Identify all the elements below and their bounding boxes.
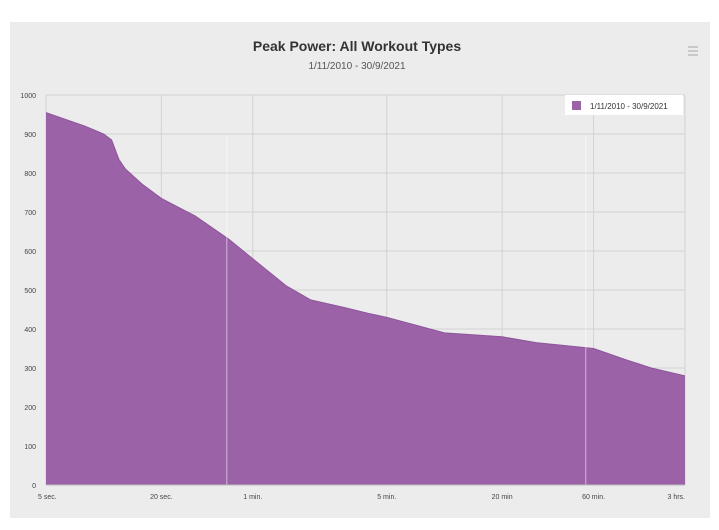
y-tick-label: 1000 xyxy=(20,93,36,100)
series-area-layer xyxy=(45,112,686,485)
x-tick-label: 5 sec. xyxy=(38,494,57,501)
y-tick-label: 300 xyxy=(24,366,36,373)
y-tick-label: 200 xyxy=(24,405,36,412)
x-tick-label: 20 sec. xyxy=(150,494,173,501)
x-tick-label: 1 min. xyxy=(243,494,262,501)
y-tick-label: 900 xyxy=(24,132,36,139)
x-tick-label: 5 min. xyxy=(377,494,396,501)
legend[interactable]: 1/11/2010 - 30/9/2021 xyxy=(565,95,683,115)
x-tick-label: 3 hrs. xyxy=(667,494,685,501)
axis-labels: 0 100 200 300 400 500 600 700 800 900 1000 5 sec. 20… xyxy=(20,93,685,501)
legend-box xyxy=(565,95,683,115)
x-tick-label: 60 min. xyxy=(582,494,605,501)
series-line xyxy=(45,112,686,377)
legend-label: 1/11/2010 - 30/9/2021 xyxy=(590,102,668,111)
chart-title: Peak Power: All Workout Types xyxy=(253,38,461,54)
chart-panel: Peak Power: All Workout Types 1/11/2010 … xyxy=(10,22,710,518)
y-tick-label: 800 xyxy=(24,171,36,178)
chart-subtitle: 1/11/2010 - 30/9/2021 xyxy=(308,61,406,72)
y-tick-label: 700 xyxy=(24,210,36,217)
hamburger-menu-icon[interactable] xyxy=(688,46,698,58)
y-tick-label: 0 xyxy=(32,483,36,490)
y-tick-label: 500 xyxy=(24,288,36,295)
peak-power-chart: Peak Power: All Workout Types 1/11/2010 … xyxy=(20,38,686,501)
legend-swatch xyxy=(572,101,581,110)
y-tick-label: 100 xyxy=(24,444,36,451)
series-area xyxy=(46,112,685,485)
y-tick-label: 400 xyxy=(24,327,36,334)
x-tick-label: 20 min xyxy=(492,494,513,501)
y-tick-label: 600 xyxy=(24,249,36,256)
